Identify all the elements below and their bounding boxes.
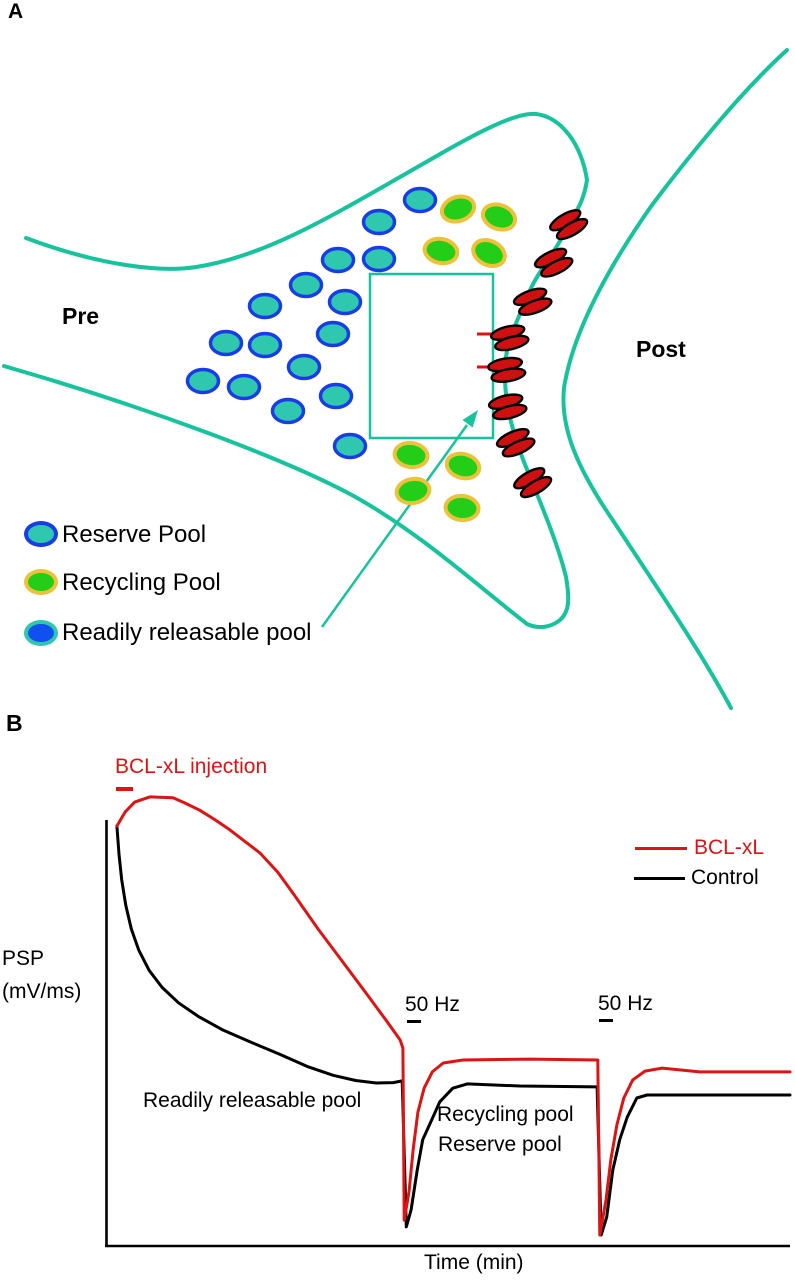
readily-releasable-zone-box [368,272,495,440]
panel-b-label: B [6,710,23,736]
reserve-pool-vesicle [327,288,363,316]
pointer-arrowhead [462,410,478,428]
recycling-pool-annotation: Recycling pool [437,1103,574,1126]
pointer-arrow-shaft [320,424,469,628]
receptor-pair [533,247,574,278]
readily-releasable-pool-annotation: Readily releasable pool [143,1089,362,1112]
panel-a-label: A [8,0,24,23]
legend-bcl-xl-label: BCL-xL [694,836,765,859]
legend-control-label: Control [691,866,759,889]
reserve-pool-vesicle [185,367,221,395]
x-axis-label: Time (min) [424,1251,524,1274]
reserve-pool-vesicle [288,271,324,299]
legend-recycling-pool-label: Recycling Pool [62,569,221,596]
control-legend-line [634,877,685,880]
reserve-pool-vesicle [247,292,283,320]
recycling-pool-vesicle [471,238,507,268]
bcl-xl-legend-line [635,847,687,850]
reserve-pool-vesicle [315,320,351,348]
reserve-pool-vesicle-icon [24,521,58,547]
injection-time-bar [116,787,133,791]
reserve-pool-vesicle [402,186,438,214]
stim-50hz-label-1: 50 Hz [405,993,460,1016]
recycling-pool-vesicle [439,194,477,224]
reserve-pool-vesicle [226,373,262,401]
readily-releasable-pool-vesicle-icon [24,620,58,646]
postsynaptic-label: Post [636,336,686,362]
reserve-pool-vesicle [320,246,356,274]
reserve-pool-vesicle [318,382,354,410]
reserve-pool-vesicle [361,245,397,273]
recycling-pool-vesicle [443,493,481,523]
reserve-pool-vesicle [270,397,306,425]
y-axis-label-line2: (mV/ms) [2,980,82,1003]
y-axis-label-line1: PSP [2,947,45,970]
receptor-pair [513,467,553,499]
receptor-pair [495,427,536,458]
reserve-pool-vesicle [361,208,397,236]
stim-onset-tick [599,1019,613,1022]
recycling-pool-vesicle [392,440,430,470]
recycling-pool-vesicle [422,236,460,266]
reserve-pool-vesicle [286,353,322,381]
recycling-pool-vesicle [480,202,518,232]
legend-reserve-pool-label: Reserve Pool [62,521,207,548]
stim-50hz-label-2: 50 Hz [598,992,653,1015]
receptor-pair [487,356,527,383]
receptor-pair [512,287,553,316]
presynaptic-label: Pre [62,303,100,329]
postsynaptic-membrane [561,48,789,710]
legend-readily-releasable-pool-label: Readily releasable pool [62,619,312,646]
receptor-pair [549,209,589,241]
receptor-pair [487,393,528,421]
recycling-pool-vesicle [444,451,482,481]
recycling-pool-vesicle [394,476,432,506]
recycling-pool-vesicle-icon [24,569,58,595]
receptor-pair [489,324,530,352]
reserve-pool-vesicle [247,331,283,359]
stim-onset-tick [407,1020,421,1023]
reserve-pool-annotation: Reserve pool [438,1133,562,1156]
curve-bcl-xl [115,795,792,1237]
curve-control [115,824,792,1237]
bcl-xl-injection-annotation: BCL-xL injection [115,755,268,778]
reserve-pool-vesicle [332,432,368,460]
reserve-pool-vesicle [208,329,244,357]
